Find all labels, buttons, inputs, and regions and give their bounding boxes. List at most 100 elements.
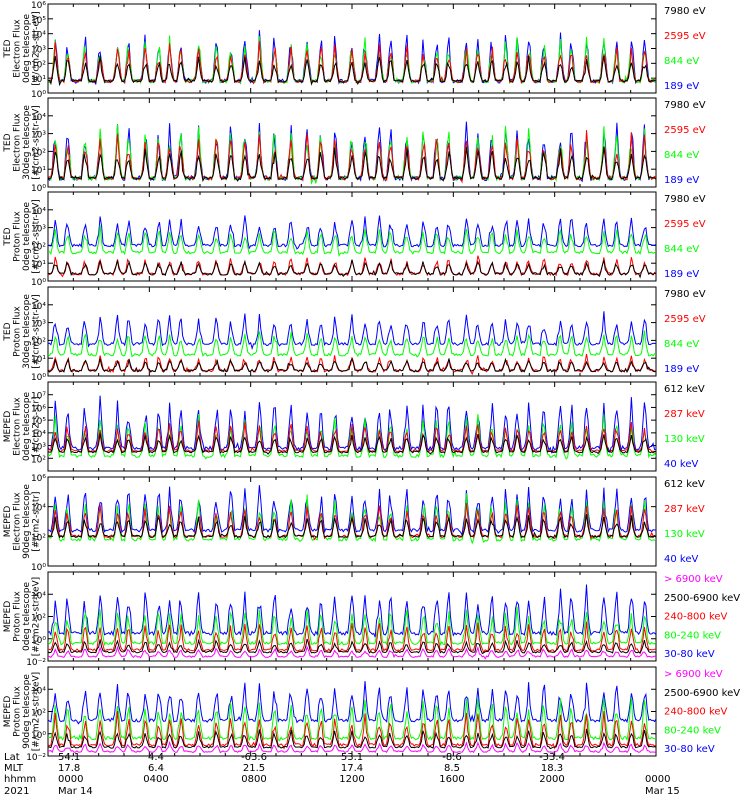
y-tick-label: 10⁴ [31,430,46,440]
series-group [48,681,656,754]
x-tick-lat-1: 4.4 [148,752,164,763]
y-tick-label: 10⁴ [31,504,46,514]
series-line [48,681,656,725]
series-line [48,485,656,537]
legend-entry: 40 keV [664,459,698,470]
y-axis-label-line: TED [3,39,13,58]
x-tick-date-6: Mar 15 [645,786,680,797]
panel-frame [47,666,657,757]
series-line [48,55,656,87]
panel-frame [47,286,657,377]
legend-entry: 189 eV [664,175,699,186]
legend-entry: 240-800 keV [664,707,728,718]
x-tick-mlt-0: 17.8 [58,763,80,774]
series-group [48,121,656,185]
y-axis-label-line: Proton Flux [13,591,23,642]
y-axis-label-line: [#/cm2-s-str-eV] [32,105,42,180]
y-tick-label: 10⁴ [31,302,46,312]
y-axis-label-line: 90deg telescope [22,674,32,749]
y-tick-label: 10⁶ [31,404,46,414]
legend-entry: 189 eV [664,364,699,375]
series-line [48,728,656,750]
y-axis-label-line: TED [3,322,13,341]
legend-entry: 189 eV [664,269,699,280]
series-group [48,485,656,545]
y-tick-label: 10⁶ [31,474,46,484]
series-line [48,697,656,742]
x-row-label-lat: Lat [4,752,20,763]
x-tick-lat-0: 54.1 [58,752,80,763]
panel-6: 10⁰ 10² 10⁴ 10⁶ MEPED Electron Flux 90deg tele… [3,474,705,573]
legend-entry: 189 eV [664,81,699,92]
y-tick-label: 10⁴ [31,207,46,217]
legend-entry: 287 keV [664,409,705,420]
y-axis-label-line: [#/cm2-s-str-keV] [32,672,42,751]
y-axis-label-line: 30deg telescope [22,105,32,180]
panel-1: 10⁰ 10¹ 10² 10³ 10⁴ 10⁵ 10⁶ TED Electron Flux 0de… [3,1,706,100]
legend-entry: 844 eV [664,244,699,255]
y-tick-label: 10² [31,60,46,70]
series-line [48,710,656,750]
legend-entry: 130 keV [664,434,705,445]
series-line [48,513,656,540]
legend-entry: 30-80 keV [664,649,715,660]
y-axis-label-line: [#/cm2-s-str-eV] [32,11,42,86]
series-line [48,330,656,358]
legend-entry: 240-800 keV [664,612,728,623]
x-tick-date-0: Mar 14 [58,786,93,797]
y-axis-label-line: Proton Flux [13,211,23,262]
panel-3: 10⁰ 10¹ 10² 10³ 10⁴ TED Proton Flux 0deg telesc… [3,191,706,288]
legend-entry: 7980 eV [664,289,706,300]
legend-entry: 80-240 keV [664,630,721,641]
panel-8: 10⁻² 10⁰ 10² 10⁴ MEPED Proton Flux 90deg teles… [3,666,740,763]
legend-entry: 2595 eV [664,31,706,42]
y-axis-label-line: [#/cm2-s-str-eV] [32,294,42,369]
legend-entry: 844 eV [664,56,699,67]
series-line [48,621,656,655]
panel-7: 10⁻² 10⁰ 10² 10⁴ MEPED Proton Flux 0deg telesc… [3,571,740,668]
x-tick-hhmm-0: 0000 [58,774,83,785]
x-row-label-year: 2021 [4,786,29,797]
y-axis-label-line: Electron Flux [13,19,23,78]
series-line [48,638,656,655]
y-axis-label-line: Electron Flux [13,492,23,551]
series-line [48,645,656,660]
series-line [48,147,656,182]
series-line [48,311,656,351]
x-tick-lat-2: -63.6 [241,752,267,763]
y-tick-label: 10⁰ [31,278,46,288]
legend-entry: 2595 eV [664,219,706,230]
y-tick-label: 10³ [31,225,46,235]
y-tick-label: 10³ [31,131,46,141]
series-group [48,30,656,87]
x-tick-hhmm-6: 0000 [645,774,670,785]
x-tick-mlt-1: 6.4 [148,763,164,774]
x-row-label-mlt: MLT [4,763,24,774]
series-line [48,259,656,279]
series-group [48,311,656,376]
y-tick-label: 10³ [31,443,46,453]
x-row-label-hhmm: hhmm [4,774,36,785]
legend-entry: 287 keV [664,504,705,515]
y-tick-label: 10² [31,533,46,543]
y-tick-label: 10⁶ [31,1,46,11]
panel-4: 10⁰ 10¹ 10² 10³ 10⁴ TED Proton Flux 30deg teles… [3,286,706,383]
legend-entry: 612 keV [664,479,705,490]
series-line [48,606,656,647]
y-axis-label-line: [#/cm2-s-str] [32,396,42,456]
y-axis-label-line: TED [3,227,13,246]
y-tick-label: 10⁵ [31,16,46,26]
series-line [48,224,656,258]
series-line [48,35,656,85]
y-axis-label-line: 90deg telescope [22,484,32,559]
legend-entry: 7980 eV [664,194,706,205]
y-tick-label: 10⁻² [26,753,46,763]
series-line [48,740,656,754]
y-axis-label-line: [#/cm2-s-str] [32,491,42,551]
x-tick-mlt-5: 18.3 [541,763,563,774]
y-tick-label: 10⁰ [31,373,46,383]
x-tick-hhmm-5: 2000 [539,774,564,785]
series-line [48,215,656,250]
y-axis-label-line: 30deg telescope [22,294,32,369]
